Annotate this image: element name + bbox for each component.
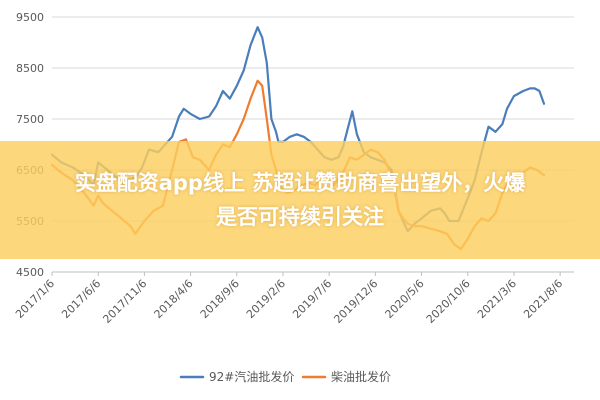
axes (51, 271, 574, 276)
x-tick-label: 2017/6/6 (59, 277, 103, 321)
y-tick-label: 4500 (16, 266, 44, 279)
x-tick-label: 2020/10/6 (424, 277, 473, 326)
banner-title-line-2: 是否可持续引关注 (216, 205, 384, 229)
x-tick-label: 2021/8/6 (521, 277, 565, 321)
x-tick-label: 2019/2/6 (244, 277, 288, 321)
x-tick-label: 2018/9/6 (198, 277, 242, 321)
x-tick-label: 2018/4/6 (152, 277, 196, 321)
x-tick-label: 2017/11/6 (100, 277, 149, 326)
legend-label: 92#汽油批发价 (209, 369, 294, 384)
legend: 92#汽油批发价 柴油批发价 (179, 369, 391, 384)
overlay-banner: 实盘配资app线上 苏超让赞助商喜出望外，火爆 是否可持续引关注 (0, 141, 600, 259)
x-tick-label: 2020/5/6 (383, 277, 427, 321)
x-tick-label: 2017/1/6 (13, 277, 57, 321)
y-tick-label: 7500 (16, 113, 44, 126)
x-tick-label: 2021/3/6 (475, 277, 519, 321)
y-tick-label: 9500 (16, 11, 44, 24)
y-tick-label: 8500 (16, 62, 44, 75)
x-tick-label: 2019/12/6 (331, 277, 380, 326)
banner-title-line-1: 实盘配资app线上 苏超让赞助商喜出望外，火爆 (74, 171, 526, 195)
x-tick-label: 2019/7/6 (290, 277, 334, 321)
legend-label: 柴油批发价 (331, 369, 391, 384)
